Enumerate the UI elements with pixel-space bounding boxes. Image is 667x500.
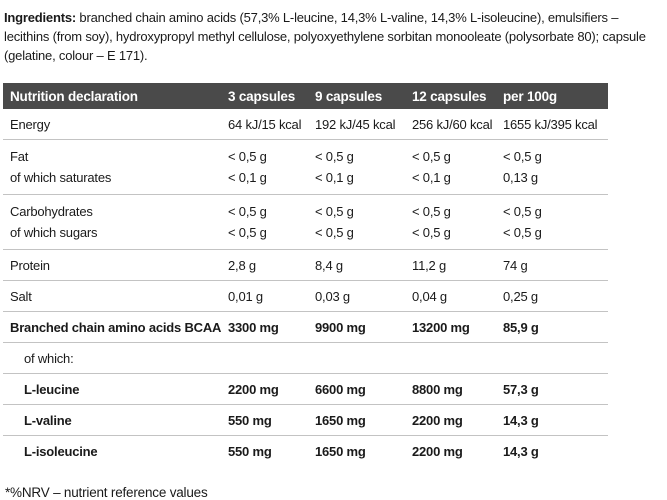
row-fat: Fat < 0,5 g < 0,5 g < 0,5 g < 0,5 g [3,146,608,167]
value-cell: 0,13 g [503,170,538,185]
value-cell: 550 mg [228,443,272,459]
row-salt: Salt 0,01 g 0,03 g 0,04 g 0,25 g [3,281,608,312]
row-group-carbohydrates: Carbohydrates < 0,5 g < 0,5 g < 0,5 g < … [3,195,608,250]
header-per-100g: per 100g [503,88,557,104]
row-label: Carbohydrates [10,204,93,219]
value-cell: 57,3 g [503,381,539,397]
row-label: of which saturates [10,170,112,185]
value-cell: 1650 mg [315,443,366,459]
nutrition-table: Nutrition declaration 3 capsules 9 capsu… [3,83,608,466]
value-cell: < 0,5 g [228,204,267,219]
value-cell: < 0,5 g [412,204,451,219]
row-label: Fat [10,149,29,164]
value-cell: 0,01 g [228,288,263,304]
value-cell: 192 kJ/45 kcal [315,116,396,132]
row-sugars: of which sugars < 0,5 g < 0,5 g < 0,5 g … [3,222,608,243]
value-cell: 2,8 g [228,257,256,273]
nrv-footnote: *%NRV – nutrient reference values [5,485,208,500]
header-nutrition-declaration: Nutrition declaration [10,88,138,104]
value-cell: < 0,1 g [412,170,451,185]
row-label: Branched chain amino acids BCAA [10,319,222,335]
value-cell: < 0,5 g [503,225,542,240]
row-label: Protein [10,257,50,273]
value-cell: < 0,1 g [228,170,267,185]
ingredients-text: branched chain amino acids (57,3% L-leuc… [4,10,646,63]
row-l-isoleucine: L-isoleucine 550 mg 1650 mg 2200 mg 14,3… [3,436,608,466]
table-header-row: Nutrition declaration 3 capsules 9 capsu… [3,83,608,109]
value-cell: < 0,5 g [228,225,267,240]
value-cell: 1655 kJ/395 kcal [503,116,598,132]
value-cell: 64 kJ/15 kcal [228,116,302,132]
row-protein: Protein 2,8 g 8,4 g 11,2 g 74 g [3,250,608,281]
value-cell: 3300 mg [228,319,279,335]
value-cell: 2200 mg [412,443,463,459]
row-l-leucine: L-leucine 2200 mg 6600 mg 8800 mg 57,3 g [3,374,608,405]
value-cell: 0,03 g [315,288,350,304]
value-cell: < 0,5 g [503,149,542,164]
value-cell: 11,2 g [412,257,446,273]
row-group-fat: Fat < 0,5 g < 0,5 g < 0,5 g < 0,5 g of w… [3,140,608,195]
value-cell: < 0,5 g [315,225,354,240]
value-cell: < 0,5 g [412,149,451,164]
value-cell: 85,9 g [503,319,539,335]
row-label: L-leucine [24,381,80,397]
value-cell: < 0,5 g [228,149,267,164]
row-label: of which sugars [10,225,98,240]
value-cell: 14,3 g [503,443,539,459]
value-cell: 256 kJ/60 kcal [412,116,493,132]
ingredients-label: Ingredients: [4,10,76,25]
row-label: Salt [10,288,32,304]
row-bcaa: Branched chain amino acids BCAA 3300 mg … [3,312,608,343]
value-cell: < 0,5 g [503,204,542,219]
value-cell: 9900 mg [315,319,366,335]
header-3-capsules: 3 capsules [228,88,296,104]
value-cell: < 0,5 g [412,225,451,240]
row-label: of which: [24,350,74,366]
value-cell: 550 mg [228,412,272,428]
row-label: L-valine [24,412,72,428]
row-l-valine: L-valine 550 mg 1650 mg 2200 mg 14,3 g [3,405,608,436]
value-cell: 2200 mg [412,412,463,428]
value-cell: 1650 mg [315,412,366,428]
header-12-capsules: 12 capsules [412,88,487,104]
header-9-capsules: 9 capsules [315,88,383,104]
value-cell: 8800 mg [412,381,463,397]
value-cell: 14,3 g [503,412,539,428]
row-label: Energy [10,116,50,132]
value-cell: 0,04 g [412,288,447,304]
value-cell: < 0,1 g [315,170,354,185]
row-label: L-isoleucine [24,443,98,459]
ingredients-paragraph: Ingredients: branched chain amino acids … [0,0,667,65]
value-cell: 74 g [503,257,528,273]
value-cell: 6600 mg [315,381,366,397]
row-saturates: of which saturates < 0,1 g < 0,1 g < 0,1… [3,167,608,188]
value-cell: 2200 mg [228,381,279,397]
value-cell: < 0,5 g [315,149,354,164]
row-of-which: of which: [3,343,608,374]
value-cell: 8,4 g [315,257,343,273]
row-energy: Energy 64 kJ/15 kcal 192 kJ/45 kcal 256 … [3,109,608,140]
value-cell: 0,25 g [503,288,538,304]
row-carbohydrates: Carbohydrates < 0,5 g < 0,5 g < 0,5 g < … [3,201,608,222]
value-cell: < 0,5 g [315,204,354,219]
value-cell: 13200 mg [412,319,470,335]
